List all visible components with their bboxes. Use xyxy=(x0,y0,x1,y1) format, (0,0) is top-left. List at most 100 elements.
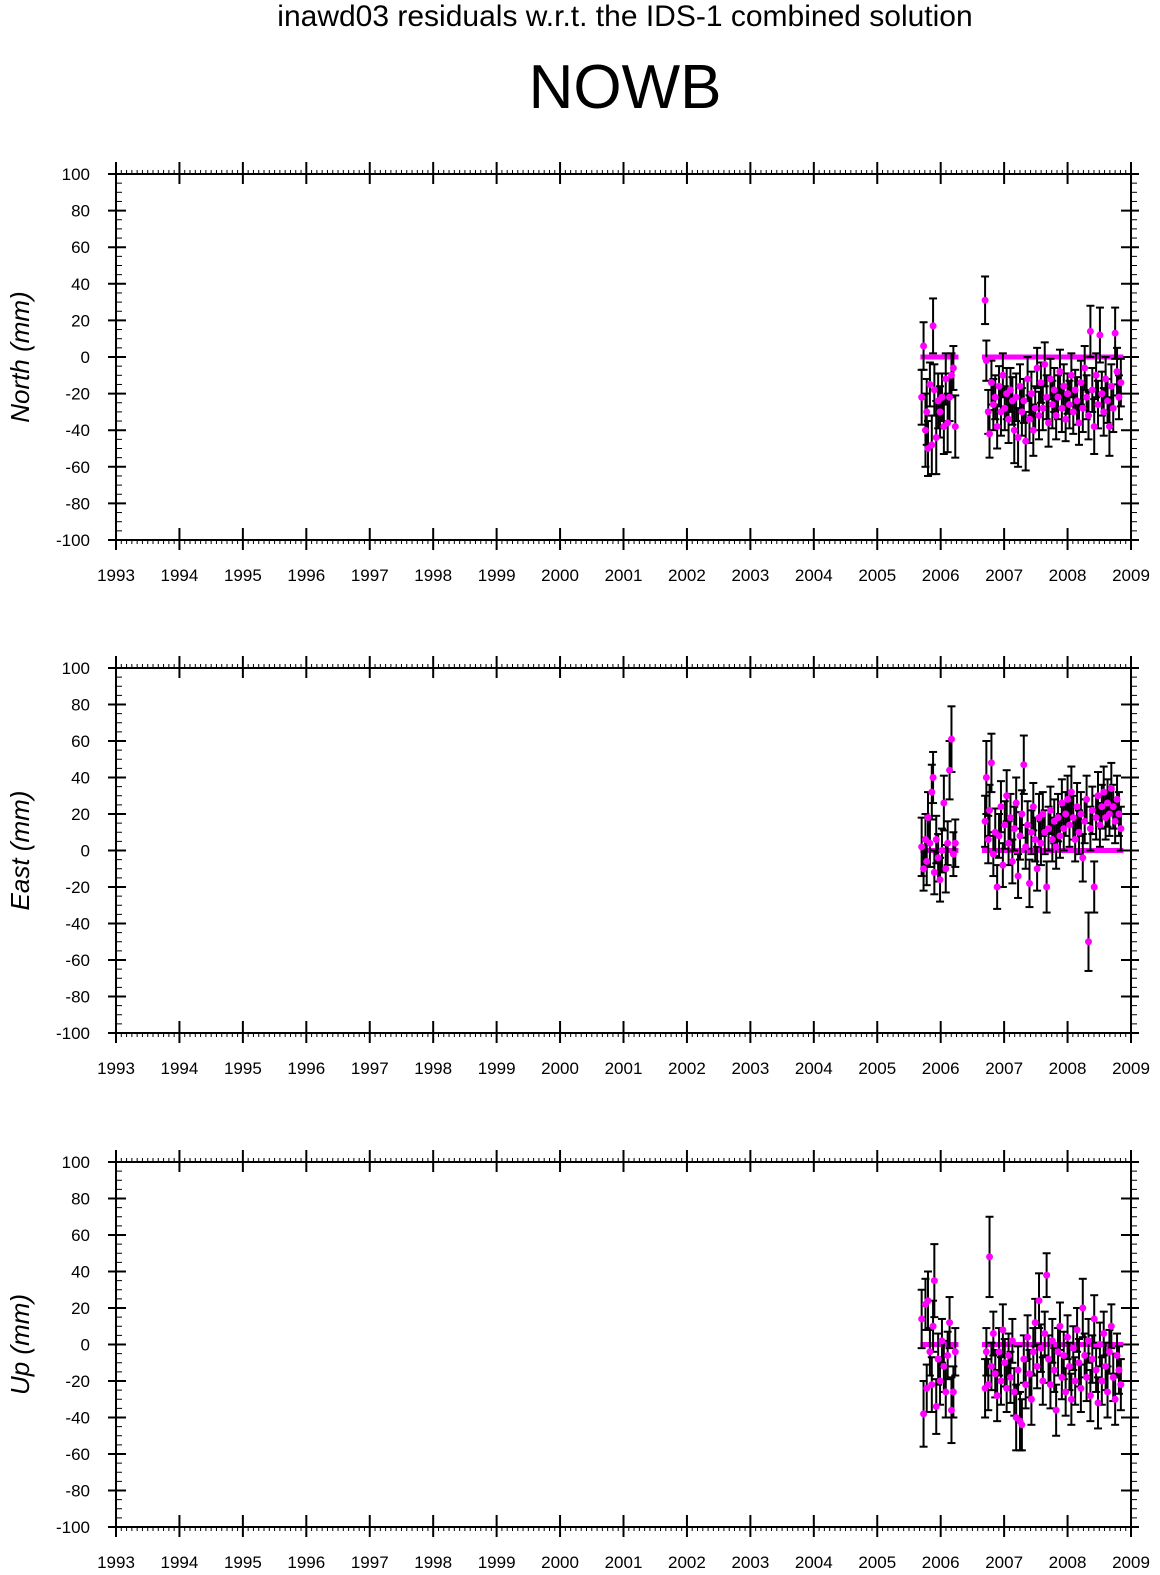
data-point xyxy=(949,1388,957,1396)
x-tick-label: 1994 xyxy=(161,1059,199,1078)
data-point xyxy=(1005,1351,1013,1359)
data-point xyxy=(1081,817,1089,825)
data-point xyxy=(1113,1351,1121,1359)
data-point xyxy=(1115,393,1123,401)
data-point xyxy=(1054,814,1062,822)
data-point xyxy=(924,1297,932,1305)
data-point xyxy=(947,735,955,743)
data-point xyxy=(1100,408,1108,416)
data-point xyxy=(1020,761,1028,769)
x-tick-label: 2003 xyxy=(731,566,769,585)
data-point xyxy=(928,788,936,796)
y-tick-label: 20 xyxy=(71,805,90,824)
data-point xyxy=(923,1384,931,1392)
data-point xyxy=(1029,1348,1037,1356)
east-panel: 100 80 60 40 20 0 -20 -40 -60 -80 -100 1993 1994 1995… xyxy=(5,656,1150,1078)
data-point xyxy=(1083,393,1091,401)
data-point xyxy=(997,803,1005,811)
data-point xyxy=(951,423,959,431)
data-point xyxy=(1045,825,1053,833)
y-tick-label: -40 xyxy=(65,915,90,934)
data-point xyxy=(982,774,990,781)
data-point xyxy=(918,843,926,851)
data-point xyxy=(989,850,997,858)
x-tick-label: 1994 xyxy=(161,1553,199,1572)
data-point xyxy=(1104,397,1112,405)
data-point xyxy=(1115,1366,1123,1374)
data-point xyxy=(984,836,992,844)
data-point xyxy=(1003,792,1011,800)
data-point xyxy=(1052,843,1060,851)
data-point xyxy=(926,1348,934,1356)
data-point xyxy=(1117,825,1125,833)
data-point xyxy=(1026,415,1033,423)
x-tick-label: 2005 xyxy=(858,1059,896,1078)
data-point xyxy=(989,401,997,409)
data-point xyxy=(1092,814,1100,822)
y-tick-label: -60 xyxy=(65,458,90,477)
y-tick-label: 80 xyxy=(71,1190,90,1209)
data-point xyxy=(947,1406,955,1414)
data-point xyxy=(1069,814,1077,822)
data-point xyxy=(1001,821,1009,829)
up-panel: 100 80 60 40 20 0 -20 -40 -60 -80 -100 1993 1994 1995… xyxy=(5,1150,1150,1572)
data-point xyxy=(1094,401,1102,409)
data-point xyxy=(1081,1351,1089,1359)
x-tick-label: 1996 xyxy=(287,566,325,585)
data-point xyxy=(1033,364,1041,372)
data-point xyxy=(1012,393,1020,401)
data-point xyxy=(1107,784,1115,792)
data-point xyxy=(1006,386,1014,394)
data-point xyxy=(984,1381,992,1389)
data-point xyxy=(1073,803,1081,811)
x-tick-label: 1998 xyxy=(414,1059,452,1078)
data-point xyxy=(942,865,950,873)
data-point xyxy=(1084,938,1092,946)
data-point xyxy=(995,1348,1003,1356)
x-tick-label: 2008 xyxy=(1049,566,1087,585)
data-point xyxy=(1037,1344,1045,1352)
y-tick-label: -40 xyxy=(65,421,90,440)
y-axis-title: North (mm) xyxy=(5,291,35,422)
x-tick-label: 2002 xyxy=(668,1553,706,1572)
data-point xyxy=(1107,1322,1115,1330)
data-point xyxy=(1001,1359,1009,1367)
data-point xyxy=(1035,1297,1043,1305)
north-panel: 100 80 60 40 20 0 -20 -40 -60 -80 -100 1993 1994 1995… xyxy=(5,162,1150,585)
x-tick-label: 1998 xyxy=(414,566,452,585)
y-tick-label: -20 xyxy=(65,878,90,897)
data-point xyxy=(951,1348,959,1356)
x-tick-label: 2001 xyxy=(605,1553,643,1572)
data-point xyxy=(1094,792,1102,800)
data-point xyxy=(1048,401,1056,409)
y-tick-label: -20 xyxy=(65,1372,90,1391)
data-point xyxy=(920,1410,928,1418)
data-point xyxy=(982,357,990,365)
data-point xyxy=(1073,1326,1081,1334)
data-point xyxy=(1111,1395,1119,1403)
x-tick-label: 1995 xyxy=(224,1553,262,1572)
data-point xyxy=(930,386,938,394)
data-point xyxy=(1014,1366,1022,1374)
y-tick-label: -80 xyxy=(65,1482,90,1501)
data-point xyxy=(934,1355,942,1363)
data-point xyxy=(989,1330,997,1338)
data-point xyxy=(1067,371,1075,379)
data-point xyxy=(949,364,957,372)
data-point xyxy=(1088,386,1096,394)
x-tick-label: 2002 xyxy=(668,1059,706,1078)
x-tick-label: 2005 xyxy=(858,566,896,585)
x-tick-label: 2009 xyxy=(1112,566,1150,585)
data-point xyxy=(1071,386,1079,394)
data-point xyxy=(944,1351,952,1359)
x-tick-label: 1999 xyxy=(478,566,516,585)
data-point xyxy=(1056,1322,1064,1330)
data-point xyxy=(1064,1333,1072,1341)
data-point xyxy=(1098,803,1106,811)
data-point xyxy=(932,836,940,844)
data-point xyxy=(987,1362,995,1370)
y-tick-label: 20 xyxy=(71,311,90,330)
data-point xyxy=(1048,836,1056,844)
data-point xyxy=(1050,1366,1058,1374)
data-point xyxy=(1024,821,1032,829)
